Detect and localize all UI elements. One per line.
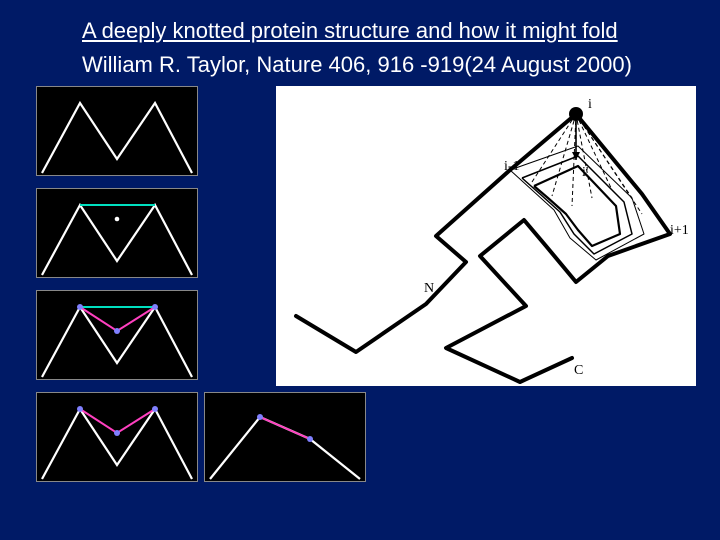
svg-text:i: i bbox=[588, 97, 592, 112]
knot-diagram: i i-1 i' i+1 N C bbox=[276, 86, 696, 386]
svg-text:C: C bbox=[574, 363, 583, 378]
svg-text:i-1: i-1 bbox=[504, 159, 520, 174]
svg-text:N: N bbox=[424, 281, 434, 296]
svg-text:i': i' bbox=[582, 165, 588, 180]
zigzag-panel-3 bbox=[36, 290, 198, 380]
zigzag-panel-4 bbox=[36, 392, 198, 482]
slide-subtitle: William R. Taylor, Nature 406, 916 -919(… bbox=[82, 52, 632, 78]
zigzag-panel-5 bbox=[204, 392, 366, 482]
zigzag-panel-1 bbox=[36, 86, 198, 176]
zigzag-panel-2 bbox=[36, 188, 198, 278]
slide-title: A deeply knotted protein structure and h… bbox=[82, 18, 618, 44]
svg-text:i+1: i+1 bbox=[670, 223, 689, 238]
